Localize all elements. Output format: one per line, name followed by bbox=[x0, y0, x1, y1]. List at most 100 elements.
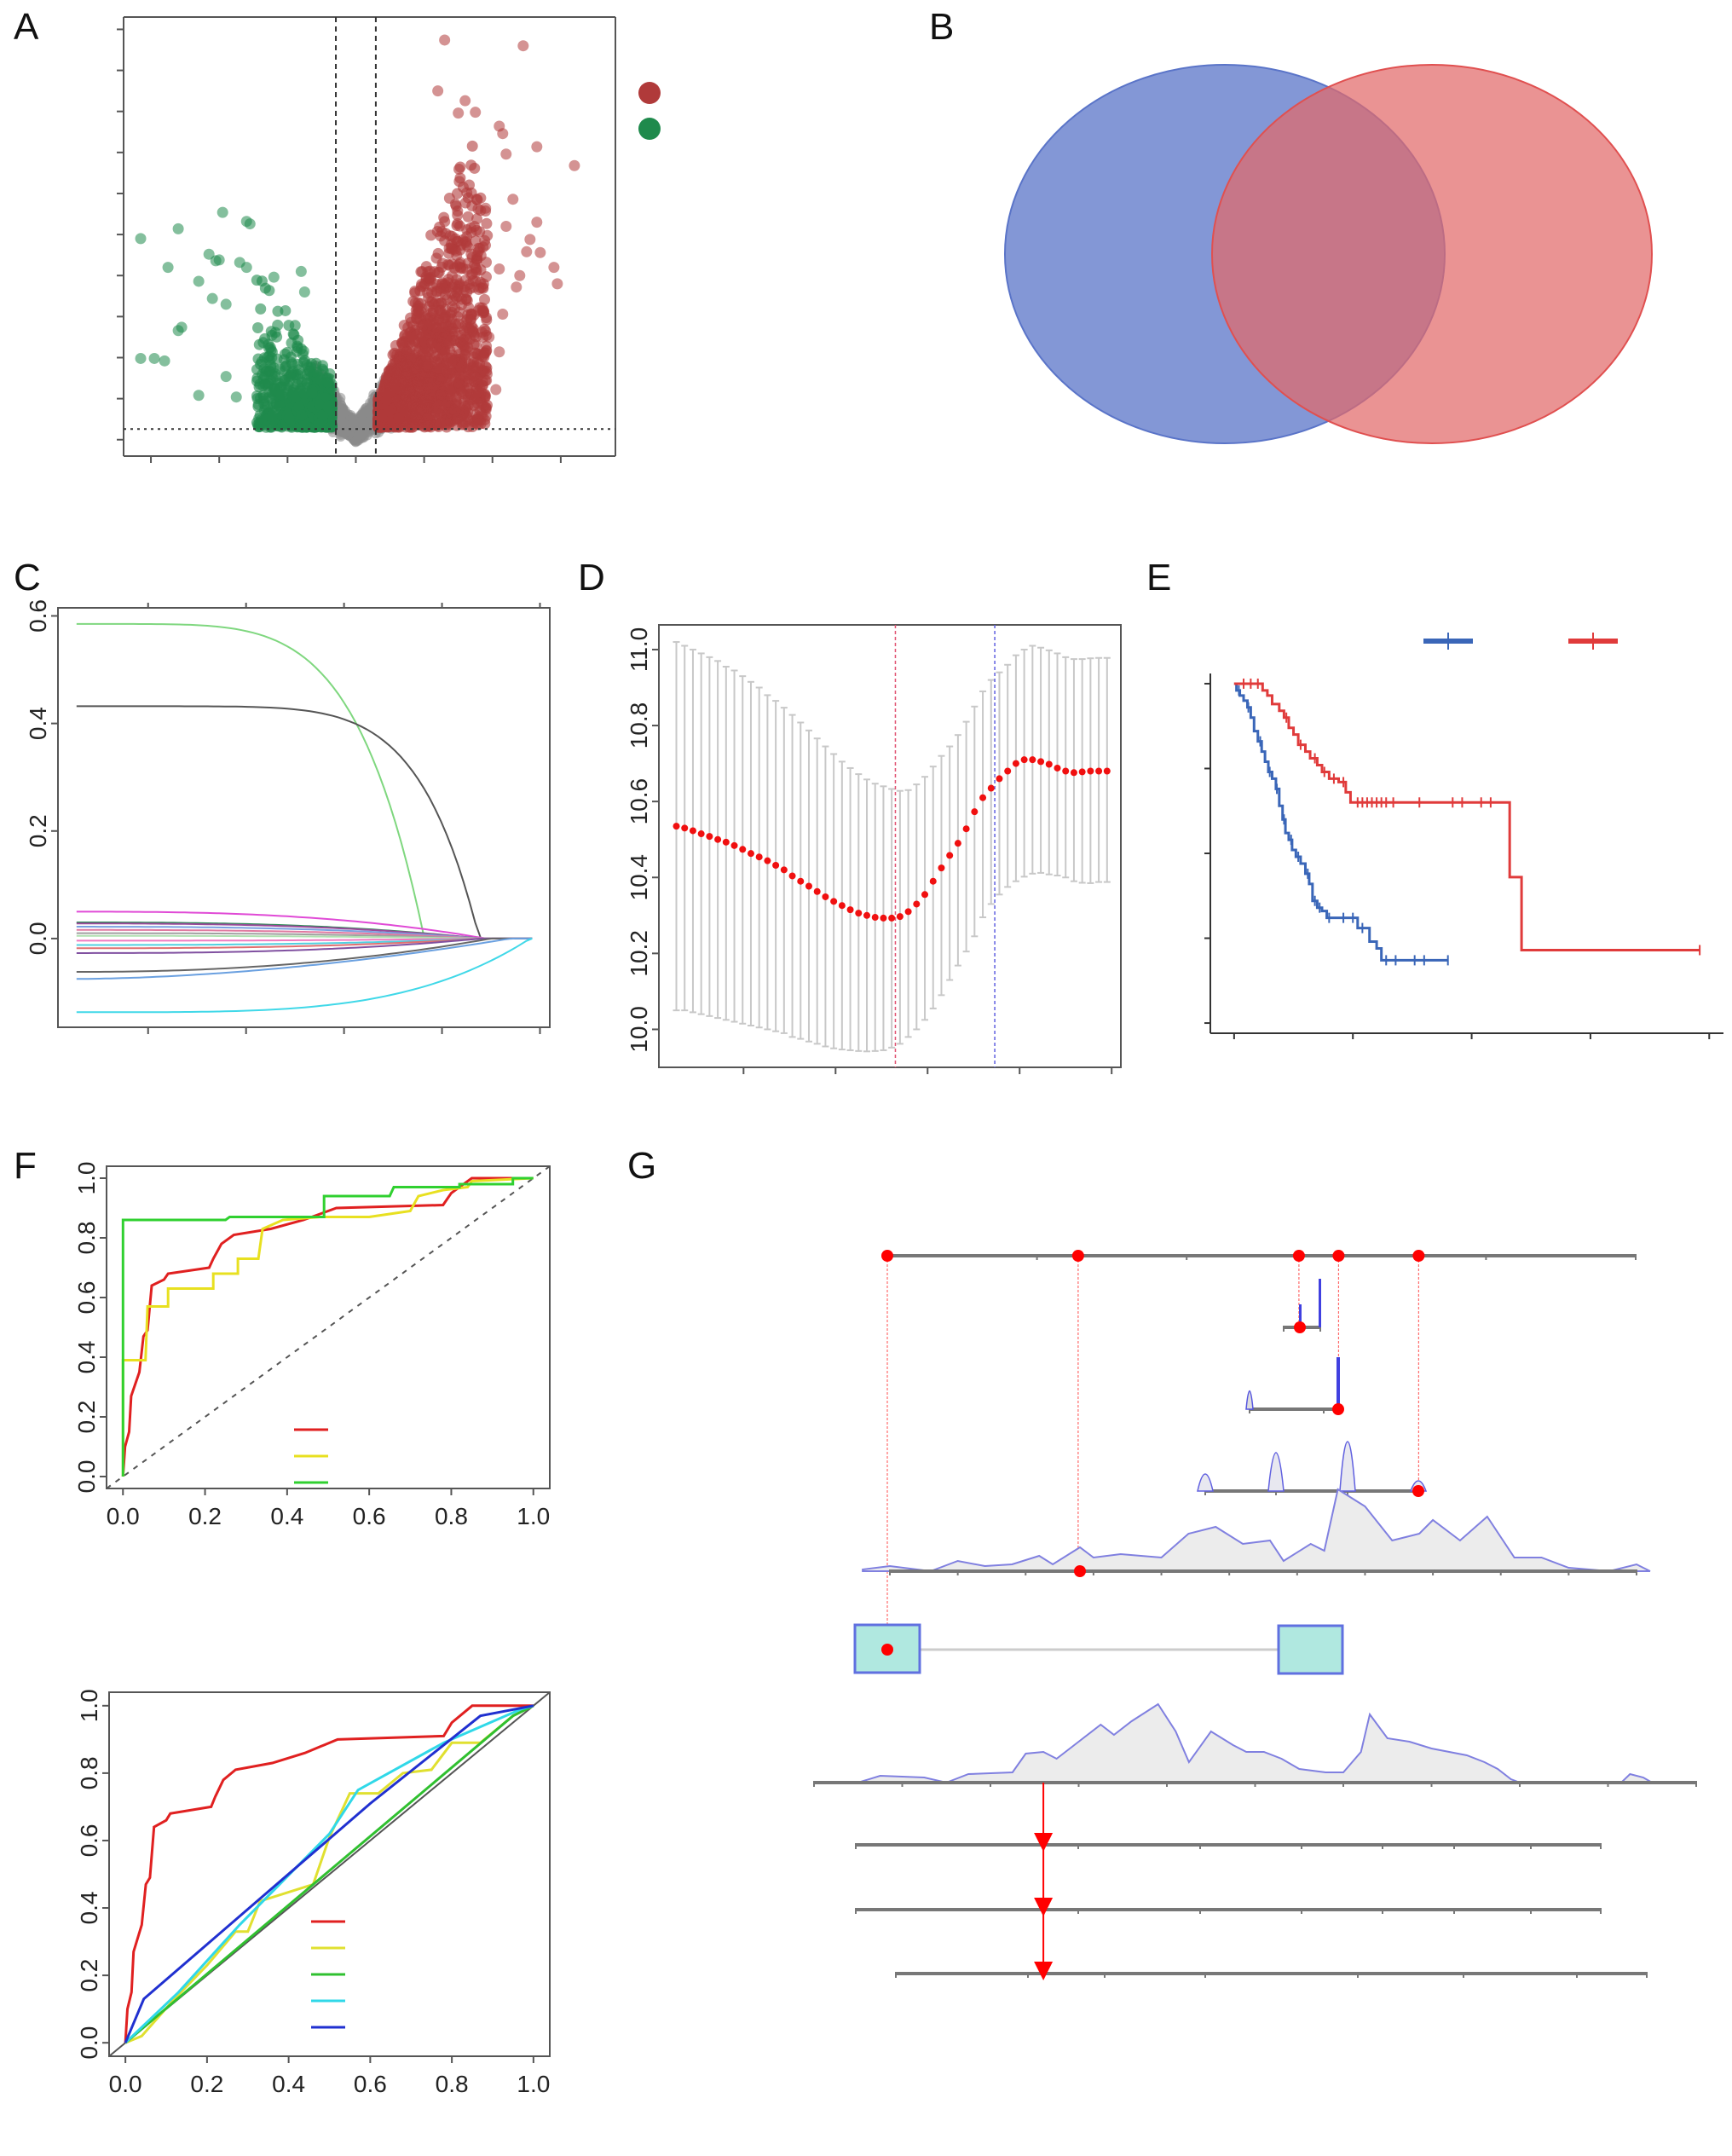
deviance-point bbox=[689, 827, 696, 835]
deviance-point bbox=[904, 908, 912, 916]
patient-point-marker bbox=[1292, 1250, 1305, 1262]
point-up-regulated bbox=[445, 385, 457, 397]
point-up-regulated bbox=[462, 211, 474, 223]
deviance-point bbox=[1004, 767, 1012, 775]
point-up-regulated bbox=[481, 314, 493, 326]
x-tick-label: 0.0 bbox=[107, 1503, 140, 1529]
point-down-regulated bbox=[297, 421, 309, 433]
deviance-point bbox=[764, 857, 771, 864]
point-down-regulated bbox=[244, 218, 256, 230]
point-down-regulated bbox=[315, 374, 326, 386]
point-down-regulated bbox=[260, 421, 272, 433]
point-down-regulated bbox=[254, 409, 266, 421]
lasso-coefficient-plot: 0.0 0.2 0.4 0.6 bbox=[25, 599, 551, 1034]
point-up-regulated bbox=[534, 246, 546, 258]
point-down-regulated bbox=[254, 392, 266, 404]
deviance-point bbox=[780, 866, 788, 874]
deviance-point bbox=[880, 914, 887, 922]
point-down-regulated bbox=[253, 381, 265, 393]
point-down-regulated bbox=[322, 402, 334, 413]
sex-selected-marker bbox=[1332, 1403, 1344, 1415]
point-up-regulated bbox=[514, 269, 526, 281]
point-up-regulated bbox=[494, 263, 505, 275]
point-up-regulated bbox=[511, 281, 522, 293]
prediction-arrow bbox=[1034, 1962, 1054, 1980]
point-up-regulated bbox=[469, 347, 481, 359]
point-up-regulated bbox=[437, 332, 449, 344]
point-up-regulated bbox=[393, 413, 405, 425]
deviance-point bbox=[929, 877, 937, 885]
point-up-regulated bbox=[403, 386, 415, 398]
y-tick-label: 0.6 bbox=[73, 1281, 100, 1315]
point-down-regulated bbox=[255, 303, 267, 315]
point-down-regulated bbox=[317, 409, 329, 421]
venn-diagram bbox=[1004, 64, 1653, 444]
deviance-point bbox=[830, 898, 838, 905]
point-down-regulated bbox=[297, 356, 309, 368]
x-tick-label: 0.4 bbox=[270, 1503, 303, 1529]
total-points-density bbox=[857, 1702, 1655, 1784]
y-tick-label: 10.8 bbox=[626, 702, 652, 749]
roc-curve bbox=[124, 1704, 534, 2044]
point-up-regulated bbox=[416, 396, 428, 408]
y-tick-label: 0.4 bbox=[25, 707, 51, 740]
deviance-point bbox=[1045, 760, 1053, 768]
y-tick-label: 10.6 bbox=[626, 778, 652, 825]
survival-curve-low bbox=[1233, 682, 1700, 951]
point-down-regulated bbox=[230, 391, 242, 403]
deviance-point bbox=[855, 910, 863, 917]
age-density bbox=[862, 1488, 1651, 1573]
point-up-regulated bbox=[446, 230, 458, 242]
y-tick-label: 0.2 bbox=[73, 1401, 100, 1434]
point-down-regulated bbox=[213, 254, 225, 266]
point-up-regulated bbox=[476, 305, 488, 317]
point-up-regulated bbox=[432, 85, 444, 97]
point-up-regulated bbox=[459, 197, 471, 209]
grade-selected-marker bbox=[1294, 1321, 1306, 1333]
y-tick-label: 0.4 bbox=[73, 1341, 100, 1374]
point-up-regulated bbox=[490, 384, 502, 396]
deviance-point bbox=[755, 853, 763, 861]
point-down-regulated bbox=[256, 355, 268, 367]
volcano-plot bbox=[117, 16, 661, 463]
y-tick-label: 0.0 bbox=[25, 922, 51, 955]
point-down-regulated bbox=[279, 361, 291, 373]
point-up-regulated bbox=[383, 405, 395, 417]
x-tick-label: 0.2 bbox=[190, 2071, 223, 2097]
x-tick-label: 1.0 bbox=[517, 1503, 550, 1529]
point-up-regulated bbox=[436, 261, 447, 273]
legend-swatch bbox=[638, 118, 661, 140]
point-not-significant bbox=[338, 408, 349, 419]
point-up-regulated bbox=[459, 95, 471, 107]
y-tick-label: 11.0 bbox=[626, 627, 652, 672]
prediction-arrow bbox=[1034, 1898, 1054, 1916]
point-up-regulated bbox=[551, 278, 563, 290]
deviance-point bbox=[1070, 769, 1077, 777]
patient-point-marker bbox=[881, 1250, 893, 1262]
point-up-regulated bbox=[389, 379, 401, 390]
y-tick-label: 0.6 bbox=[25, 599, 51, 633]
point-down-regulated bbox=[203, 248, 215, 260]
deviance-point bbox=[1054, 764, 1061, 772]
point-down-regulated bbox=[278, 374, 290, 386]
point-up-regulated bbox=[569, 159, 580, 171]
x-tick-label: 0.6 bbox=[353, 1503, 386, 1529]
deviance-point bbox=[805, 882, 812, 890]
coefficient-path bbox=[76, 622, 533, 939]
deviance-point bbox=[1037, 758, 1045, 766]
point-up-regulated bbox=[497, 308, 509, 320]
sex-density-bar bbox=[1337, 1357, 1340, 1409]
point-up-regulated bbox=[447, 243, 459, 255]
x-tick-label: 0.6 bbox=[354, 2071, 387, 2097]
point-up-regulated bbox=[436, 385, 448, 397]
point-down-regulated bbox=[216, 206, 228, 218]
point-down-regulated bbox=[268, 271, 280, 283]
deviance-point bbox=[946, 852, 954, 859]
y-tick-label: 0.0 bbox=[76, 2026, 102, 2060]
point-down-regulated bbox=[306, 387, 318, 399]
point-down-regulated bbox=[266, 410, 278, 422]
point-down-regulated bbox=[148, 352, 160, 364]
y-tick-label: 0.0 bbox=[73, 1460, 100, 1494]
deviance-point bbox=[888, 914, 896, 922]
point-up-regulated bbox=[400, 357, 412, 369]
